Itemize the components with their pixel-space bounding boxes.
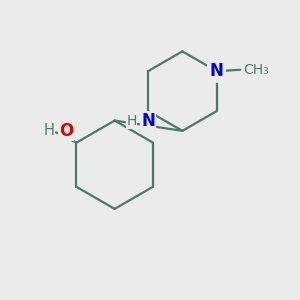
Text: N: N (141, 112, 155, 130)
Text: N: N (210, 62, 224, 80)
Text: O: O (59, 122, 73, 140)
Text: CH₃: CH₃ (243, 63, 269, 77)
Text: H: H (44, 123, 54, 138)
Text: H: H (126, 114, 137, 128)
